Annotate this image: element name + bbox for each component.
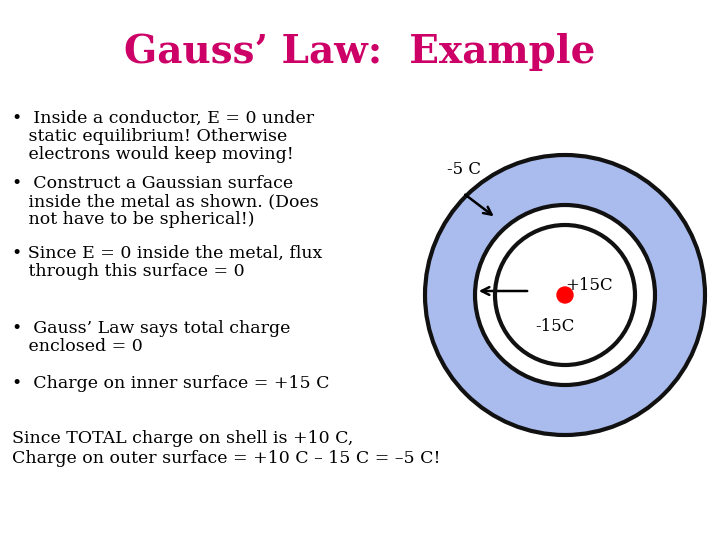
Text: enclosed = 0: enclosed = 0 <box>12 338 143 355</box>
Text: •  Construct a Gaussian surface: • Construct a Gaussian surface <box>12 175 293 192</box>
Text: electrons would keep moving!: electrons would keep moving! <box>12 146 294 163</box>
Text: •  Charge on inner surface = +15 C: • Charge on inner surface = +15 C <box>12 375 330 392</box>
Text: • Since E = 0 inside the metal, flux: • Since E = 0 inside the metal, flux <box>12 245 323 262</box>
Text: static equilibrium! Otherwise: static equilibrium! Otherwise <box>12 128 287 145</box>
Text: inside the metal as shown. (Does: inside the metal as shown. (Does <box>12 193 319 210</box>
Circle shape <box>425 155 705 435</box>
Text: •  Inside a conductor, E = 0 under: • Inside a conductor, E = 0 under <box>12 110 314 127</box>
Text: Since TOTAL charge on shell is +10 C,: Since TOTAL charge on shell is +10 C, <box>12 430 354 447</box>
Text: Charge on outer surface = +10 C – 15 C = –5 C!: Charge on outer surface = +10 C – 15 C =… <box>12 450 441 467</box>
Text: +15C: +15C <box>565 276 613 294</box>
Text: -15C: -15C <box>535 318 575 335</box>
Text: -5 C: -5 C <box>447 161 481 178</box>
Text: Gauss’ Law:  Example: Gauss’ Law: Example <box>125 33 595 71</box>
Text: through this surface = 0: through this surface = 0 <box>12 263 245 280</box>
Circle shape <box>475 205 655 385</box>
Circle shape <box>557 287 573 303</box>
Text: not have to be spherical!): not have to be spherical!) <box>12 211 254 228</box>
Text: •  Gauss’ Law says total charge: • Gauss’ Law says total charge <box>12 320 290 337</box>
